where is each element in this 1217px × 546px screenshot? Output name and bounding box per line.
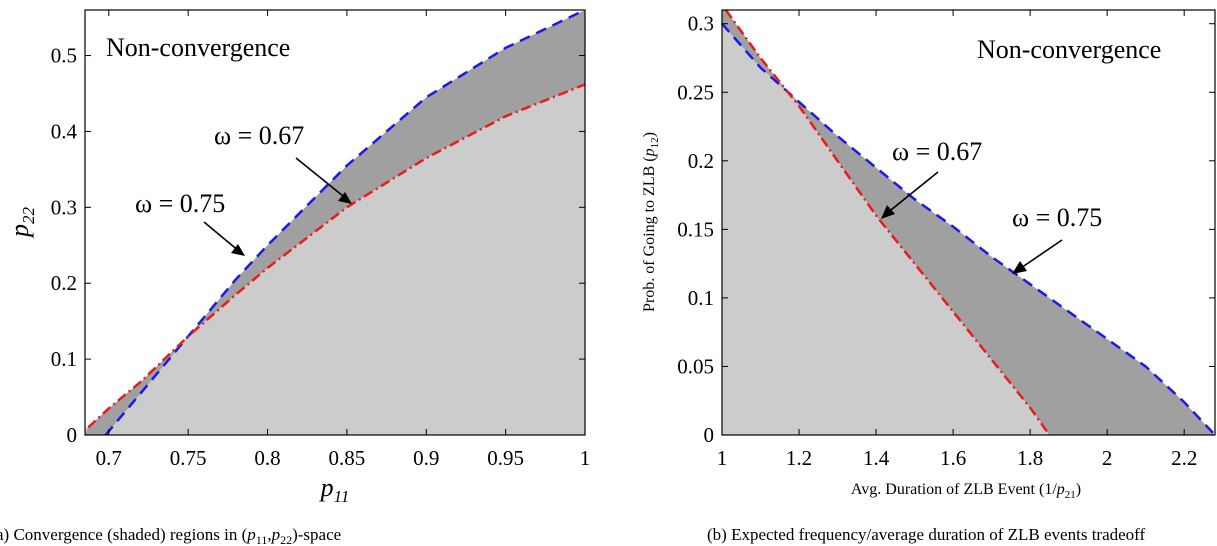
panel-b-arrow-omega-075 [1012, 239, 1063, 274]
panel-a-series-line-omega-075 [104, 8, 586, 436]
panel-b-y-tick-label: 0 [704, 423, 715, 447]
panel-b-ylabel-subscript: 12 [649, 137, 661, 148]
panel-a-ylabel-base: p [5, 224, 34, 239]
panel-a-chart: 0.7 0.75 0.8 0.85 0.9 0.95 1 00.10.20.30.40.5 … [0, 8, 591, 546]
panel-b-x-tick-label: 1.8 [1017, 446, 1043, 470]
panel-a-arrow-omega-075 [203, 221, 245, 256]
panel-b-xlabel-subscript: 21 [1065, 489, 1076, 501]
panel-a-caption-text-3: )-space [292, 525, 341, 544]
panel-a-convergence-region [85, 84, 585, 436]
panel-a-caption-sub-1: 11 [256, 533, 268, 546]
panel-b-region-label: Non-convergence [977, 35, 1161, 64]
panel-a-x-tick-label: 0.85 [329, 446, 366, 470]
panel-a-axes-frame [84, 9, 586, 436]
panel-b-series-line-omega-075 [721, 22, 1216, 436]
panel-b-x-tick-label: 1 [717, 446, 728, 470]
panel-b-y-tick-label: 0.15 [677, 217, 714, 241]
panel-b-arrow-omega-067 [881, 171, 939, 219]
panel-a-y-tick-label: 0.1 [51, 347, 77, 371]
panel-b-annotation-omega-075: ω = 0.75 [1012, 203, 1102, 232]
panel-a-xlabel: p11 [319, 473, 350, 506]
panel-b-y-tick-label: 0.2 [688, 149, 714, 173]
panel-a-xlabel-subscript: 11 [334, 487, 350, 506]
panel-a-annotation-omega-067: ω = 0.67 [214, 121, 304, 150]
panel-a-y-tick-label: 0.3 [51, 195, 77, 219]
panel-b-x-tick-label: 2 [1102, 446, 1113, 470]
panel-a-caption: a) Convergence (shaded) regions in (p11,… [0, 525, 341, 546]
panel-a-x-tick-label: 1 [580, 446, 591, 470]
panel-b-xlabel-text: Avg. Duration of ZLB Event (1/ [851, 481, 1057, 498]
panel-b-x-tick-label: 2.2 [1171, 446, 1197, 470]
panel-a-y-tick-label: 0 [67, 423, 78, 447]
panel-b-y-ticks: 0 0.05 0.1 0.15 0.2 0.25 0.3 [677, 12, 1215, 447]
panel-a-caption-text-2: , [267, 525, 271, 544]
panel-b-ylabel: Prob. of Going to ZLB (p12) [641, 132, 661, 312]
panel-b-y-tick-label: 0.1 [688, 286, 714, 310]
panel-b-annotation-omega-067: ω = 0.67 [892, 137, 982, 166]
panel-b-ylabel-close: ) [641, 132, 658, 137]
panel-a-caption-var-1: p [246, 525, 256, 544]
panel-a-ylabel-subscript: 22 [19, 207, 38, 225]
panel-b-caption: (b) Expected frequency/average duration … [707, 525, 1146, 544]
panel-a-x-tick-label: 0.7 [96, 446, 122, 470]
panel-b-xlabel-close: ) [1076, 481, 1081, 498]
panel-a-x-tick-label: 0.75 [170, 446, 207, 470]
panel-b-series-line-omega-067 [724, 9, 1051, 436]
panel-b-ylabel-var: p [641, 148, 658, 157]
panel-b-xlabel: Avg. Duration of ZLB Event (1/p21) [851, 481, 1081, 501]
panel-b-xlabel-var: p [1056, 481, 1065, 498]
panel-a-y-tick-label: 0.5 [51, 44, 77, 68]
panel-a-series-line-omega-067 [87, 83, 586, 429]
panel-a-x-tick-label: 0.95 [487, 446, 524, 470]
panel-b-ylabel-text: Prob. of Going to ZLB ( [641, 156, 658, 312]
panel-b-y-tick-label: 0.3 [688, 12, 714, 36]
panel-b-chart: 1 1.2 1.4 1.6 1.8 2 2.2 0 0.05 0.1 0.15 0.2 0.25 0.3… [641, 9, 1216, 544]
panel-a-y-tick-label: 0.4 [51, 119, 78, 143]
panel-b-x-tick-label: 1.2 [786, 446, 812, 470]
panel-a-caption-var-2: p [271, 525, 281, 544]
panel-b-x-tick-label: 1.4 [863, 446, 890, 470]
panel-a-y-tick-label: 0.2 [51, 271, 77, 295]
panel-a-annotation-omega-075: ω = 0.75 [135, 189, 225, 218]
panel-a-y-ticks: 0 0.1 0.2 0.3 0.4 0.5 [51, 44, 585, 447]
panel-a-arrow-omega-067 [295, 157, 352, 204]
panel-b-region-between-curves [722, 10, 1215, 435]
panel-a-caption-text-1: a) Convergence (shaded) regions in ( [0, 525, 248, 544]
panel-a-x-tick-label: 0.8 [254, 446, 280, 470]
panel-b-x-ticks: 1 1.2 1.4 1.6 1.8 2 2.2 [717, 10, 1197, 470]
panel-b-y-tick-label: 0.25 [677, 80, 714, 104]
panel-a-caption-sub-2: 22 [280, 533, 292, 546]
panel-a-x-tick-label: 0.9 [413, 446, 439, 470]
panel-b-y-tick-label: 0.05 [677, 354, 714, 378]
panel-b-axes-frame [721, 9, 1216, 436]
panel-a-xlabel-base: p [319, 473, 334, 502]
panel-a-region-between-curves [85, 10, 585, 435]
panel-b-convergence-region [722, 10, 1050, 435]
panel-a-x-ticks: 0.7 0.75 0.8 0.85 0.9 0.95 1 [96, 10, 591, 470]
panel-b-x-tick-label: 1.6 [940, 446, 966, 470]
panel-a-ylabel: p22 [5, 207, 38, 240]
panel-a-region-label: Non-convergence [106, 33, 290, 62]
